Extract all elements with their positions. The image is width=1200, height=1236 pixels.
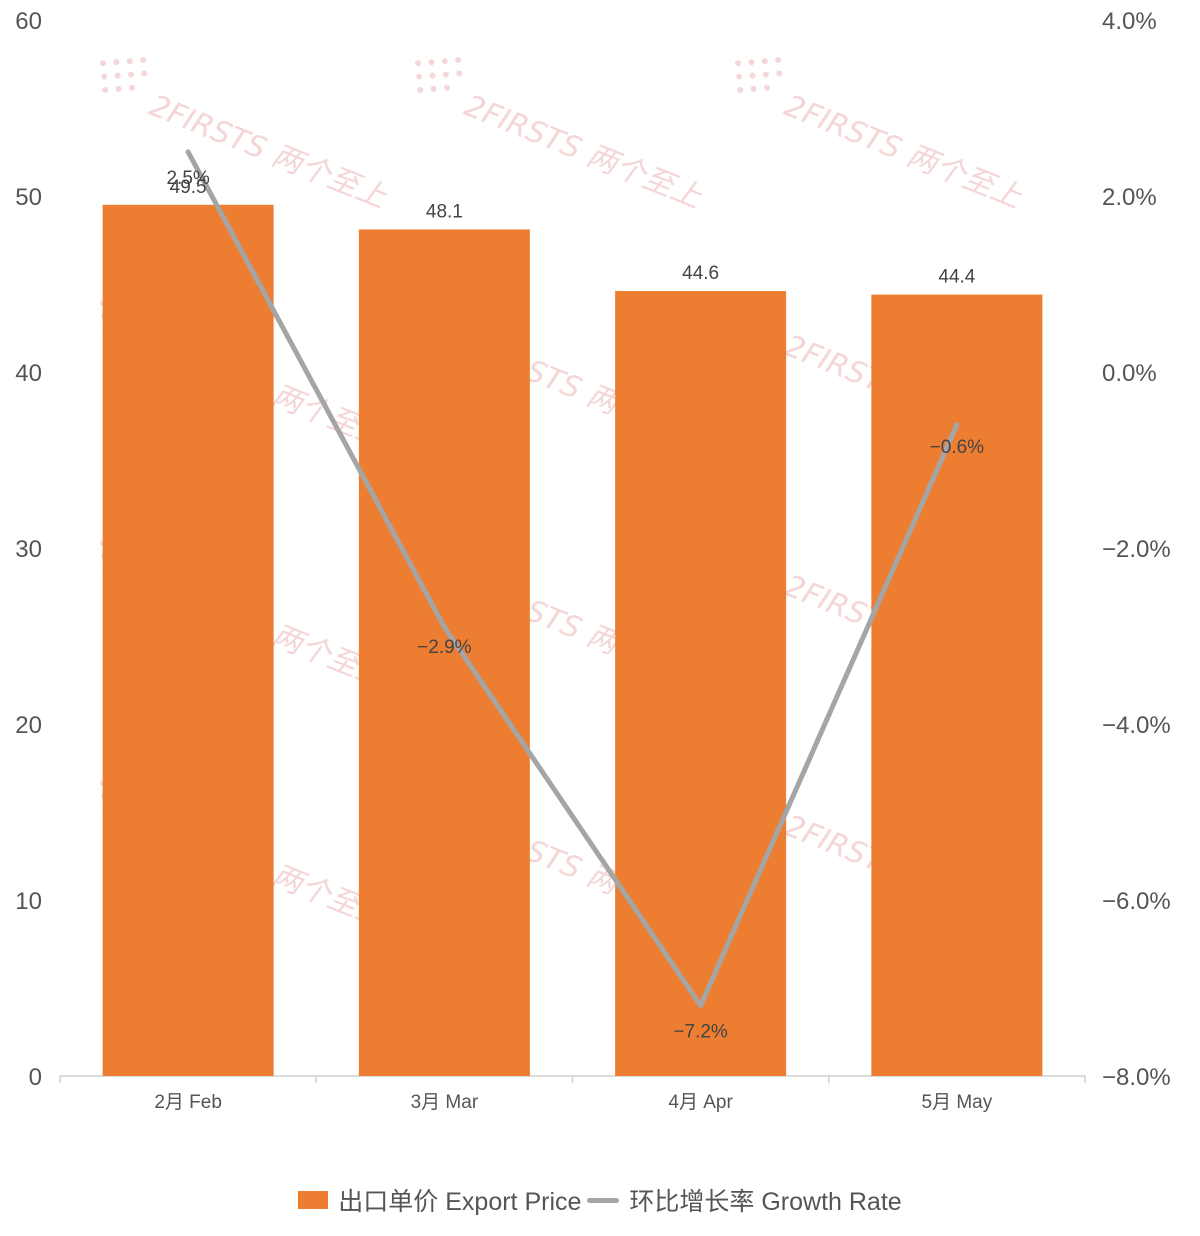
watermark-tile: 2FIRSTS 两个至上 [415, 57, 708, 216]
y-right-tick-label: −8.0% [1102, 1064, 1171, 1091]
bar-export-price[interactable] [871, 294, 1043, 1076]
watermark-logo [735, 57, 783, 93]
y-right-tick-label: −4.0% [1102, 712, 1171, 739]
legend-label-export-price: 出口单价 Export Price [338, 1188, 582, 1216]
bar-export-price[interactable] [102, 204, 274, 1077]
line-data-label: −0.6% [930, 437, 985, 458]
legend-swatch-line [587, 1197, 620, 1203]
line-point[interactable] [185, 149, 191, 155]
bar-data-label: 49.5 [170, 177, 207, 198]
legend-item-export-price[interactable]: 出口单价 Export Price [298, 1182, 581, 1218]
y-left-tick-label: 20 [15, 712, 42, 739]
x-tick-label: 4月 Apr [668, 1092, 733, 1113]
legend: 出口单价 Export Price 环比增长率 Growth Rate [0, 1180, 1200, 1220]
line-point[interactable] [954, 422, 960, 428]
y-right-tick-label: −6.0% [1102, 888, 1171, 915]
watermark-logo [415, 57, 463, 93]
legend-item-growth-rate[interactable]: 环比增长率 Growth Rate [587, 1182, 902, 1218]
watermark-text: 2FIRSTS 两个至上 [780, 89, 1028, 216]
y-left-tick-label: 60 [15, 8, 42, 35]
line-data-label: −2.9% [417, 637, 472, 658]
y-right-tick-label: 4.0% [1102, 8, 1157, 35]
y-right-tick-label: 2.0% [1102, 184, 1157, 211]
y-left-tick-label: 10 [15, 888, 42, 915]
x-tick-label: 5月 May [922, 1092, 993, 1113]
bar-series [102, 204, 1043, 1077]
x-tick-label: 3月 Mar [411, 1092, 479, 1113]
watermark-text: 2FIRSTS 两个至上 [460, 89, 708, 216]
legend-label-growth-rate: 环比增长率 Growth Rate [629, 1188, 902, 1216]
bar-data-label: 44.6 [682, 263, 719, 284]
bar-export-price[interactable] [358, 229, 530, 1076]
bar-data-label: 44.4 [938, 267, 975, 288]
watermark-tile: 2FIRSTS 两个至上 [100, 57, 392, 216]
line-point[interactable] [698, 1003, 704, 1009]
y-right-tick-label: 0.0% [1102, 360, 1157, 387]
data-labels: 49.5 48.1 44.6 44.4 2.5% −2.9% −7.2% −0.6% [166, 168, 984, 1043]
y-right-tick-label: −2.0% [1102, 536, 1171, 563]
x-tick-label: 2月 Feb [154, 1092, 222, 1113]
bar-data-label: 48.1 [426, 201, 463, 222]
watermark-logo [100, 57, 148, 93]
line-data-label: −7.2% [673, 1022, 728, 1043]
line-data-label: 2.5% [166, 168, 209, 189]
y-left-tick-label: 30 [15, 536, 42, 563]
bar-export-price[interactable] [615, 291, 787, 1076]
line-series [185, 149, 960, 1009]
line-point[interactable] [441, 624, 447, 630]
legend-swatch-bar [298, 1191, 329, 1209]
y-left-tick-label: 50 [15, 184, 42, 211]
line-growth-rate[interactable] [185, 149, 960, 1009]
y-left-tick-label: 40 [15, 360, 42, 387]
watermark-tile: 2FIRSTS 两个至上 [735, 57, 1028, 216]
y-left-tick-label: 0 [29, 1064, 42, 1091]
